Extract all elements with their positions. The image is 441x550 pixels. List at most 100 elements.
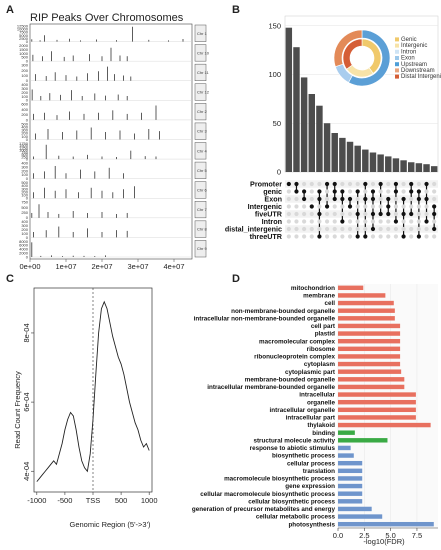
matrix-dot-active — [386, 211, 391, 217]
go-term-bar — [338, 430, 355, 435]
set-label: distal_intergenic — [225, 225, 282, 234]
matrix-dot-active — [363, 196, 368, 202]
matrix-dot-inactive — [363, 219, 368, 224]
go-term-label: gene expression — [285, 483, 335, 490]
y-tick-label: 100 — [21, 193, 28, 198]
y-tick-label: 0 — [26, 254, 29, 259]
matrix-dot-inactive — [294, 219, 299, 224]
legend-label: Distal Intergenic — [401, 74, 441, 80]
matrix-dot-inactive — [370, 181, 376, 187]
panel-label-d: D — [232, 273, 240, 285]
strip-box — [194, 161, 207, 179]
go-term-bar — [338, 285, 364, 291]
matrix-dot-inactive — [370, 204, 376, 209]
matrix-dot-inactive — [386, 219, 391, 224]
y-tick-label: 500 — [21, 180, 28, 185]
y-tick-label: 500 — [21, 205, 28, 210]
y-tick-label: 0 — [26, 137, 29, 142]
donut-hole — [351, 47, 373, 69]
matrix-dot-inactive — [424, 204, 429, 209]
y-tick-label: 400 — [21, 183, 28, 188]
go-term-label: cytoplasmic part — [285, 369, 336, 376]
go-term-label: non-membrane-bounded organelle — [231, 308, 335, 315]
matrix-dot-active — [393, 219, 399, 224]
matrix-dot-inactive — [386, 226, 391, 232]
matrix-dot-active — [401, 196, 406, 202]
matrix-dot-inactive — [409, 234, 414, 239]
go-term-bar — [338, 521, 434, 527]
matrix-dot-active — [347, 204, 353, 209]
upset-bar — [323, 123, 331, 172]
go-term-label: intracellular part — [286, 415, 336, 422]
matrix-dot-active — [302, 189, 307, 194]
y-tick-label: 8000 — [19, 239, 29, 244]
panel-label-b: B — [232, 4, 240, 16]
y-tick-label: 100 — [21, 134, 28, 139]
y-tick-label: 250 — [21, 154, 28, 159]
upset-bar — [408, 162, 415, 172]
x-tick-label: -500 — [57, 496, 72, 505]
matrix-dot-active — [317, 211, 322, 217]
strip-box — [194, 44, 207, 62]
x-tick-label: 5.0 — [385, 531, 395, 540]
matrix-dot-inactive — [378, 226, 383, 232]
matrix-dot-inactive — [317, 181, 322, 187]
matrix-dot-inactive — [347, 181, 353, 187]
matrix-dot-inactive — [432, 234, 437, 239]
upset-bar — [400, 160, 407, 172]
upset-bar — [377, 154, 384, 172]
go-term-label: cellular process — [287, 460, 335, 467]
matrix-dot-inactive — [378, 219, 383, 224]
matrix-dot-inactive — [424, 189, 429, 194]
panel-label-c: C — [6, 273, 14, 285]
matrix-dot-inactive — [286, 204, 291, 209]
strip-label: Chr 5 — [197, 168, 208, 173]
y-tick-label: 100 — [21, 94, 28, 99]
matrix-dot-active — [340, 196, 345, 202]
matrix-dot-inactive — [416, 204, 421, 209]
go-term-bar — [338, 308, 395, 313]
matrix-dot-inactive — [324, 234, 330, 239]
matrix-dot-active — [332, 196, 337, 202]
matrix-dot-active — [370, 226, 376, 232]
y-tick-label: 0 — [277, 168, 281, 177]
matrix-dot-active — [355, 234, 360, 239]
matrix-row-shade — [285, 195, 438, 203]
x-tick-label: 0.0 — [333, 531, 343, 540]
go-term-bar — [338, 468, 363, 474]
matrix-dot-inactive — [386, 189, 391, 194]
matrix-dot-active — [332, 181, 337, 187]
matrix-dot-inactive — [332, 234, 337, 239]
matrix-dot-inactive — [424, 211, 429, 217]
y-tick-label: 0 — [26, 117, 29, 122]
go-term-label: membrane-bounded organelle — [245, 376, 336, 383]
y-tick-label: 1500 — [19, 143, 29, 148]
upset-bar — [392, 158, 400, 172]
y-tick-label: 0 — [26, 98, 29, 103]
matrix-dot-active — [324, 204, 330, 209]
matrix-dot-active — [294, 181, 299, 187]
x-tick-label: 7.5 — [412, 531, 422, 540]
matrix-dot-inactive — [355, 181, 360, 187]
y-tick-label: 100 — [21, 73, 28, 78]
matrix-dot-active — [424, 181, 429, 187]
upset-bar — [308, 94, 315, 172]
go-term-label: intracellular — [299, 392, 335, 399]
matrix-dot-inactive — [302, 219, 307, 224]
go-term-bar — [338, 422, 431, 428]
go-term-label: plastid — [315, 331, 335, 338]
matrix-dot-inactive — [401, 219, 406, 224]
matrix-dot-active — [347, 196, 353, 202]
panel-c-tss-profile: Genomic Region (5'->3') Read Count Frequ… — [13, 287, 158, 529]
matrix-dot-inactive — [317, 226, 322, 232]
matrix-dot-inactive — [340, 204, 345, 209]
go-term-bar — [338, 377, 405, 382]
matrix-dot-inactive — [416, 219, 421, 224]
upset-bar — [385, 156, 392, 172]
y-tick-label: 400 — [21, 124, 28, 129]
matrix-dot-inactive — [347, 234, 353, 239]
y-tick-label: 6e-04 — [22, 393, 31, 412]
legend-label: Downstream — [401, 68, 435, 74]
go-term-label: cell — [324, 300, 335, 307]
